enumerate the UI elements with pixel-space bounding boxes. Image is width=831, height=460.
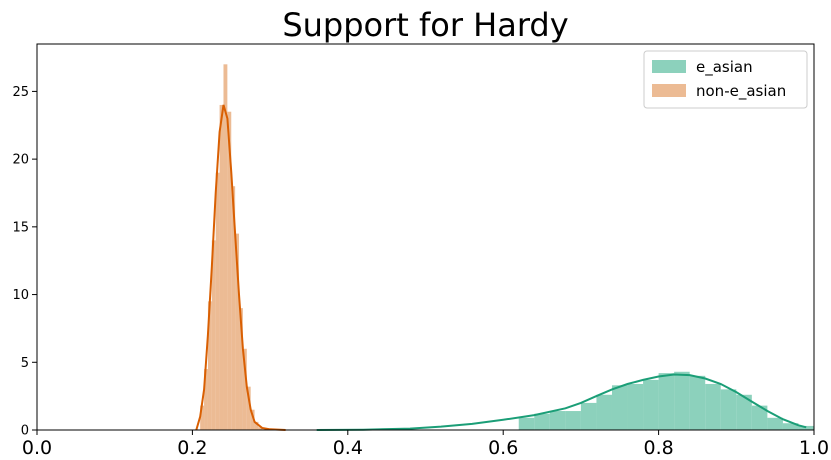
histogram-bar-non-e_asian-15 <box>258 427 263 430</box>
histogram-bar-non-e_asian-0 <box>200 405 205 430</box>
histogram-bar-non-e_asian-13 <box>250 409 255 430</box>
histogram-bar-e_asian-6 <box>611 385 628 430</box>
x-tick-label: 0.2 <box>177 437 207 459</box>
histogram-bar-non-e_asian-1 <box>204 369 208 430</box>
kde-line-non-e_asian <box>195 104 286 431</box>
histogram-bar-e_asian-12 <box>705 383 721 430</box>
y-tick-label: 25 <box>12 85 29 100</box>
histogram-bar-e_asian-8 <box>643 379 659 430</box>
histogram-bar-e_asian-15 <box>751 405 768 430</box>
histogram-bar-e_asian-10 <box>674 371 690 430</box>
histogram-bar-e_asian-7 <box>627 383 644 430</box>
y-tick-label: 5 <box>21 356 29 371</box>
histogram-bar-e_asian-2 <box>549 411 566 430</box>
legend-swatch-non-e_asian <box>652 84 686 97</box>
y-tick-label: 0 <box>21 424 29 439</box>
plot-frame <box>36 43 815 431</box>
histogram-bar-e_asian-0 <box>518 417 535 430</box>
histogram-bar-e_asian-4 <box>580 402 597 430</box>
y-tick-label: 10 <box>12 288 29 303</box>
histogram-bar-e_asian-17 <box>782 423 799 430</box>
histogram-bar-non-e_asian-11 <box>242 348 247 430</box>
histogram-bar-e_asian-5 <box>596 394 612 430</box>
x-tick-label: 0.0 <box>22 437 52 459</box>
histogram-bar-non-e_asian-2 <box>207 301 212 430</box>
histogram-bar-non-e_asian-5 <box>219 104 224 431</box>
histogram-bar-e_asian-18 <box>798 425 814 430</box>
chart-title: Support for Hardy <box>282 6 568 44</box>
histogram-bar-non-e_asian-9 <box>235 233 240 430</box>
histogram-bar-non-e_asian-3 <box>211 240 216 430</box>
x-tick-label: 0.8 <box>643 437 673 459</box>
y-axis: 0 5 10 15 20 25 <box>12 85 37 439</box>
legend: e_asian non-e_asian <box>643 50 808 109</box>
histogram-bar-non-e_asian-14 <box>254 421 259 430</box>
x-tick-label: 1.0 <box>799 437 829 459</box>
legend-swatch-e_asian <box>652 60 686 73</box>
x-axis: 0.0 0.2 0.4 0.6 0.8 1.0 <box>22 430 829 459</box>
histogram-bar-non-e_asian-4 <box>215 172 220 430</box>
histogram-bar-non-e_asian-6 <box>223 64 228 430</box>
kde-line-e_asian <box>316 373 807 431</box>
y-tick-label: 20 <box>12 153 29 168</box>
histogram-bar-e_asian-1 <box>534 413 550 430</box>
histogram-bar-non-e_asian-8 <box>231 186 236 430</box>
x-tick-label: 0.6 <box>488 437 518 459</box>
histogram-bar-non-e_asian-12 <box>246 386 251 430</box>
histogram-bar-e_asian-16 <box>767 417 783 430</box>
histogram-bar-non-e_asian-10 <box>239 308 243 430</box>
histogram-bar-e_asian-13 <box>720 389 737 430</box>
histogram-bar-e_asian-11 <box>689 375 706 430</box>
histogram-bar-e_asian-14 <box>736 394 752 430</box>
y-tick-label: 15 <box>12 220 29 235</box>
legend-label-e_asian: e_asian <box>696 58 753 77</box>
kde-layer <box>195 104 807 431</box>
histogram-bar-e_asian-3 <box>565 411 581 430</box>
bars-layer <box>200 64 814 431</box>
legend-label-non-e_asian: non-e_asian <box>696 82 786 101</box>
x-tick-label: 0.4 <box>333 437 363 459</box>
histogram-bar-e_asian-9 <box>658 373 675 430</box>
histogram-bar-non-e_asian-7 <box>227 111 232 430</box>
